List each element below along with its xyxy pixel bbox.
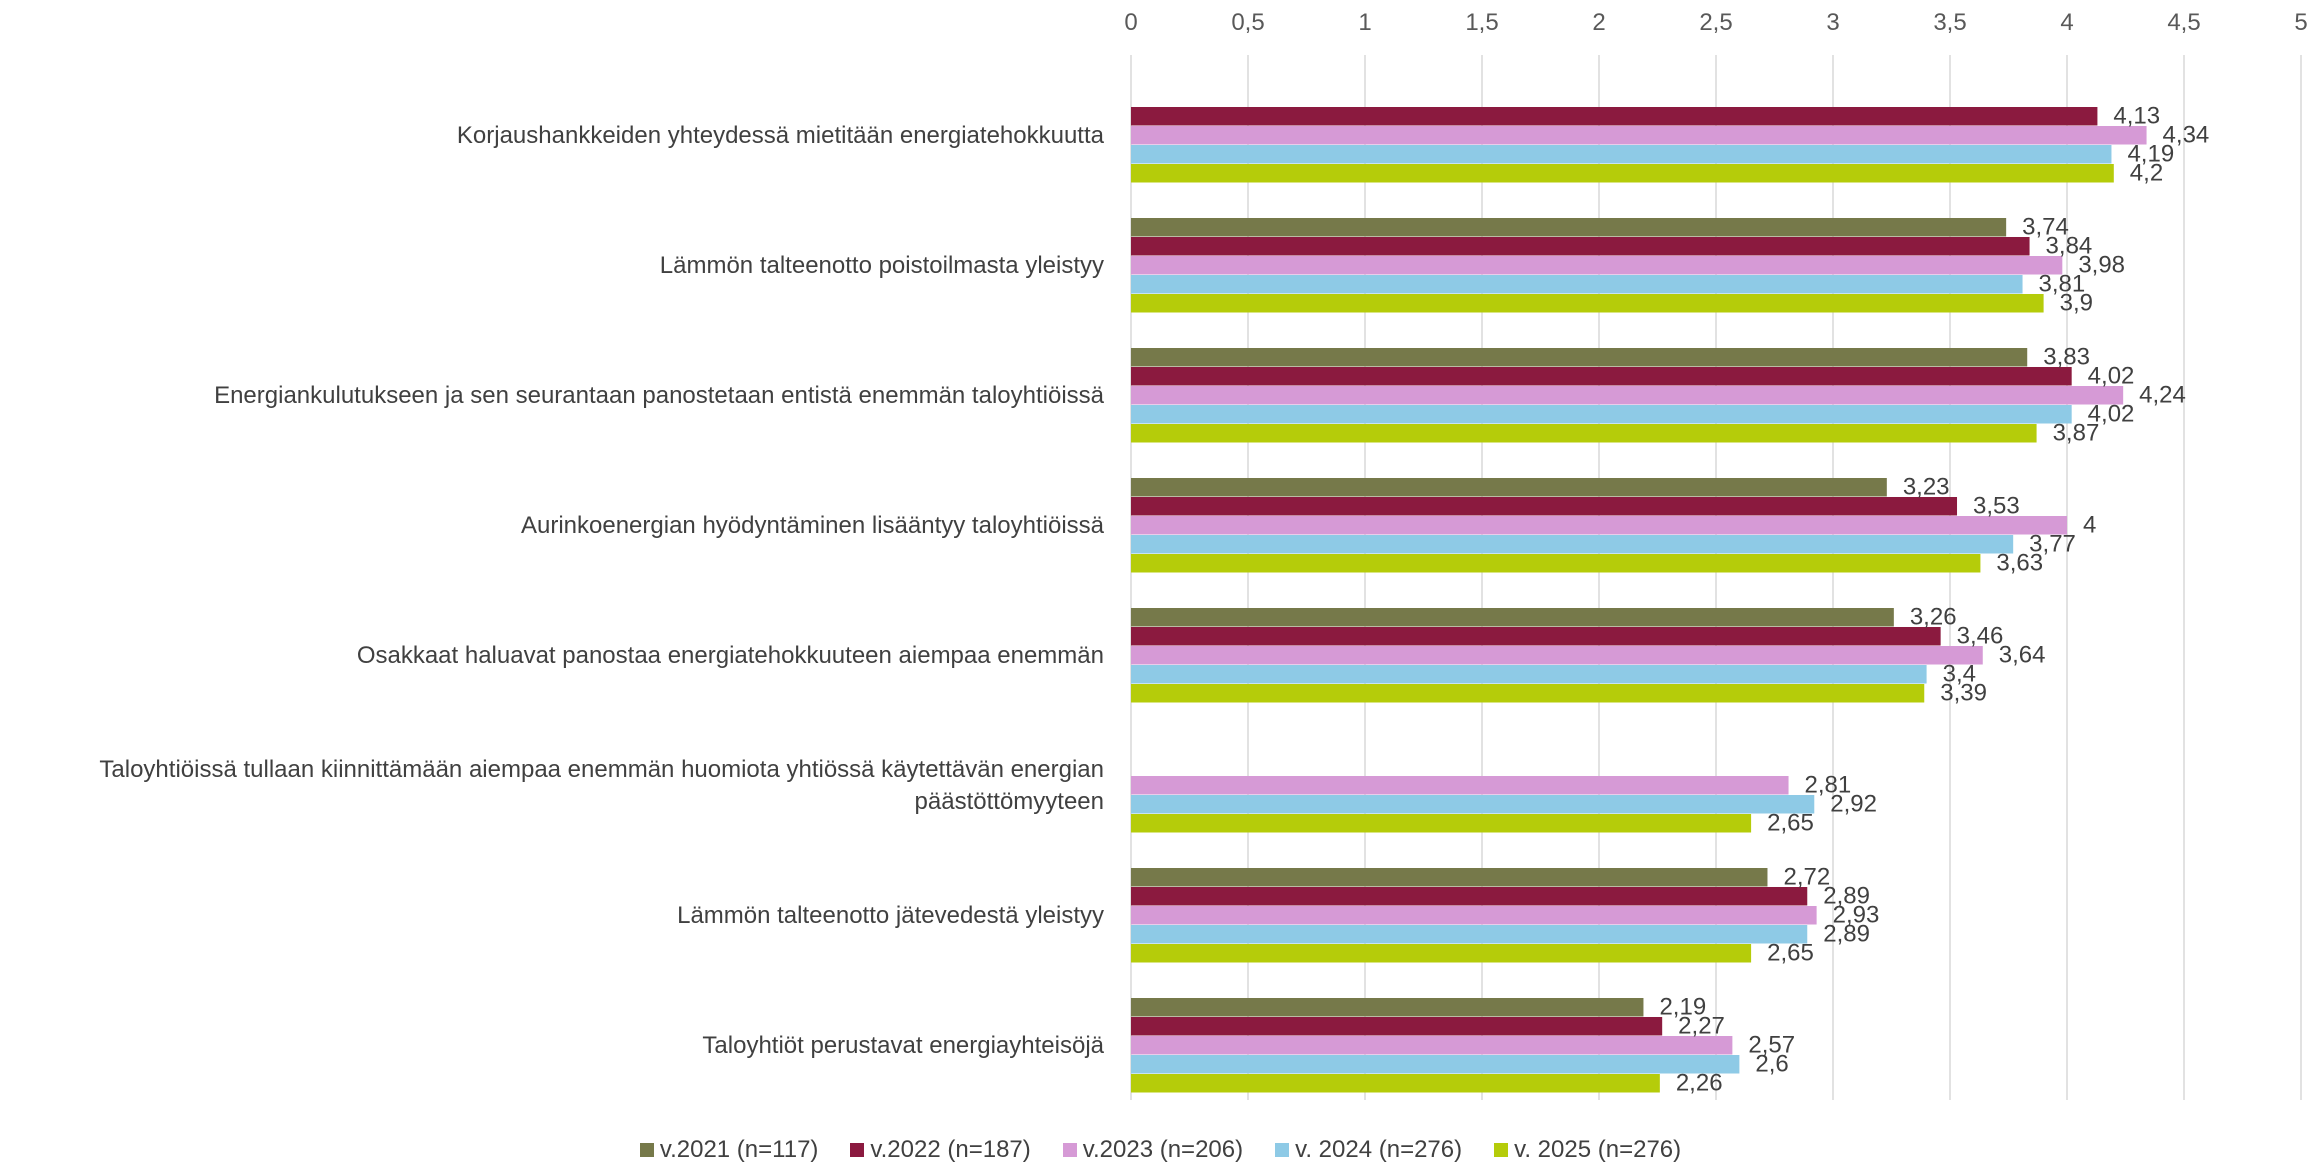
- value-label: 4,13: [2113, 103, 2160, 130]
- bar: [1131, 126, 2147, 145]
- value-label: 3,64: [1999, 642, 2046, 669]
- value-label: 4,24: [2139, 382, 2186, 409]
- value-label: 4,2: [2130, 160, 2163, 187]
- bar: [1131, 516, 2067, 535]
- x-tick-label: 5: [2294, 9, 2307, 36]
- bar: [1131, 535, 2013, 554]
- x-tick-label: 3,5: [1933, 9, 1966, 36]
- category-label: Osakkaat haluavat panostaa energiatehokk…: [14, 640, 1104, 672]
- bar: [1131, 627, 1941, 646]
- bar: [1131, 1074, 1660, 1093]
- legend-label: v. 2025 (n=276): [1514, 1136, 1681, 1163]
- value-label: 3,9: [2060, 290, 2093, 317]
- bar: [1131, 145, 2111, 164]
- legend-swatch: [1494, 1143, 1508, 1157]
- bar: [1131, 608, 1894, 627]
- category-label: Taloyhtiöt perustavat energiayhteisöjä: [14, 1030, 1104, 1062]
- bar: [1131, 684, 1924, 703]
- bar: [1131, 554, 1980, 573]
- value-label: 2,89: [1823, 921, 1870, 948]
- legend-label: v. 2024 (n=276): [1295, 1136, 1462, 1163]
- x-tick-label: 3: [1826, 9, 1839, 36]
- bar: [1131, 107, 2097, 126]
- bar: [1131, 164, 2114, 183]
- legend-swatch: [1063, 1143, 1077, 1157]
- bar: [1131, 294, 2044, 313]
- category-label: Korjaushankkeiden yhteydessä mietitään e…: [14, 120, 1104, 152]
- value-label: 4: [2083, 512, 2096, 539]
- value-label: 3,63: [1996, 550, 2043, 577]
- value-label: 3,83: [2043, 344, 2090, 371]
- bar: [1131, 887, 1807, 906]
- bar: [1131, 424, 2037, 443]
- value-label: 2,26: [1676, 1070, 1723, 1097]
- bar: [1131, 405, 2072, 424]
- value-label: 3,98: [2078, 252, 2125, 279]
- value-label: 2,27: [1678, 1013, 1725, 1040]
- bar: [1131, 1036, 1732, 1055]
- bar: [1131, 795, 1814, 814]
- value-label: 2,6: [1755, 1051, 1788, 1078]
- bar: [1131, 218, 2006, 237]
- bar: [1131, 776, 1789, 795]
- value-label: 2,65: [1767, 940, 1814, 967]
- bar: [1131, 646, 1983, 665]
- bar: [1131, 998, 1643, 1017]
- bar: [1131, 665, 1927, 684]
- bar: [1131, 1055, 1739, 1074]
- x-tick-label: 0,5: [1231, 9, 1264, 36]
- legend-label: v.2021 (n=117): [660, 1136, 819, 1163]
- value-label: 2,65: [1767, 810, 1814, 837]
- value-label: 2,92: [1830, 791, 1877, 818]
- value-label: 3,46: [1957, 623, 2004, 650]
- category-label: Aurinkoenergian hyödyntäminen lisääntyy …: [14, 510, 1104, 542]
- value-label: 3,26: [1910, 604, 1957, 631]
- bar: [1131, 478, 1887, 497]
- value-label: 3,39: [1940, 680, 1987, 707]
- legend-swatch: [1275, 1143, 1289, 1157]
- bar: [1131, 925, 1807, 944]
- bar: [1131, 386, 2123, 405]
- bar: [1131, 367, 2072, 386]
- category-label: Lämmön talteenotto poistoilmasta yleisty…: [14, 250, 1104, 282]
- legend-label: v.2022 (n=187): [870, 1136, 1030, 1163]
- x-tick-label: 1: [1358, 9, 1371, 36]
- bar: [1131, 237, 2030, 256]
- bar: [1131, 497, 1957, 516]
- legend-swatch: [850, 1143, 864, 1157]
- bar: [1131, 868, 1767, 887]
- bar: [1131, 944, 1751, 963]
- x-tick-label: 4,5: [2167, 9, 2200, 36]
- bar: [1131, 1017, 1662, 1036]
- value-label: 3,87: [2053, 420, 2100, 447]
- legend-swatch: [640, 1143, 654, 1157]
- x-tick-label: 4: [2060, 9, 2073, 36]
- x-tick-label: 2,5: [1699, 9, 1732, 36]
- value-label: 3,23: [1903, 474, 1950, 501]
- bar: [1131, 275, 2023, 294]
- bar: [1131, 906, 1817, 925]
- x-tick-label: 0: [1124, 9, 1137, 36]
- x-tick-label: 2: [1592, 9, 1605, 36]
- category-label: Taloyhtiöissä tullaan kiinnittämään aiem…: [14, 754, 1104, 818]
- value-label: 3,53: [1973, 493, 2020, 520]
- category-label: Energiankulutukseen ja sen seurantaan pa…: [14, 380, 1104, 412]
- bar: [1131, 256, 2062, 275]
- x-tick-label: 1,5: [1465, 9, 1498, 36]
- bar: [1131, 348, 2027, 367]
- bars: [1131, 107, 2147, 1093]
- value-label: 4,02: [2088, 363, 2135, 390]
- x-axis-ticks: 0 0,5 1 1,5 2 2,5 3 3,5 4 4,5 5: [1124, 9, 2307, 36]
- bar: [1131, 814, 1751, 833]
- legend-label: v.2023 (n=206): [1083, 1136, 1243, 1163]
- category-label: Lämmön talteenotto jätevedestä yleistyy: [14, 900, 1104, 932]
